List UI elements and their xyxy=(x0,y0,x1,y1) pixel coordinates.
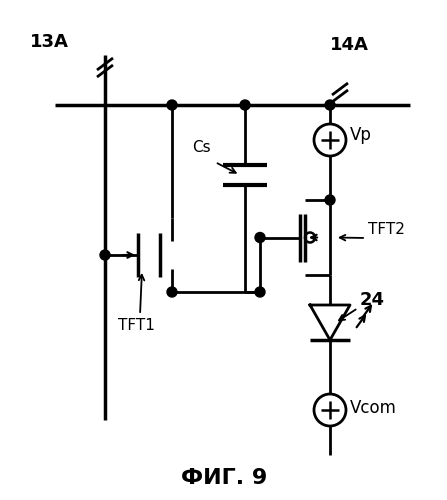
Circle shape xyxy=(255,287,265,297)
Text: 13А: 13А xyxy=(30,33,69,51)
Text: 14А: 14А xyxy=(330,36,369,54)
Text: TFT1: TFT1 xyxy=(118,318,155,332)
Text: 24: 24 xyxy=(360,291,385,309)
Text: Vp: Vp xyxy=(350,126,372,144)
Text: Vcom: Vcom xyxy=(350,399,397,417)
Text: Cs: Cs xyxy=(192,140,211,156)
Circle shape xyxy=(325,195,335,205)
Circle shape xyxy=(167,287,177,297)
Circle shape xyxy=(167,100,177,110)
Circle shape xyxy=(325,100,335,110)
Text: TFT2: TFT2 xyxy=(368,222,405,238)
Circle shape xyxy=(240,100,250,110)
Circle shape xyxy=(255,232,265,242)
Text: ФИГ. 9: ФИГ. 9 xyxy=(181,468,267,488)
Circle shape xyxy=(100,250,110,260)
